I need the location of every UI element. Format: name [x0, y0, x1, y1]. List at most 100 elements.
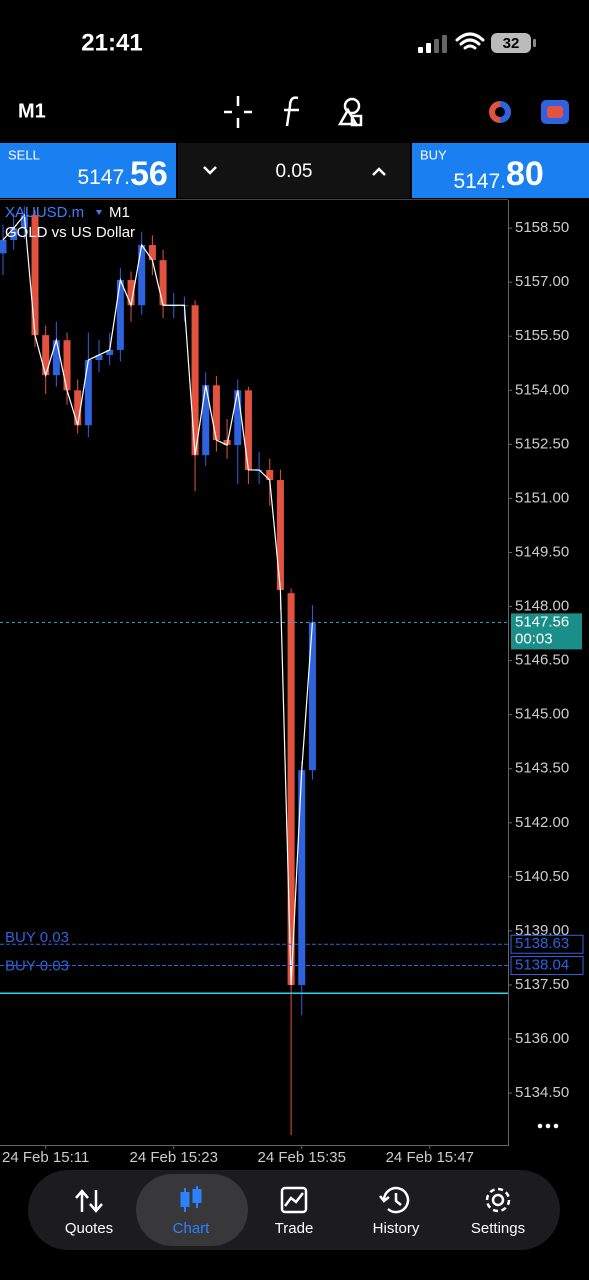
current-timer: 00:03	[515, 630, 553, 647]
chart-icon	[180, 1186, 202, 1212]
settings-icon	[485, 1187, 511, 1213]
x-tick-label: 24 Feb 15:35	[258, 1149, 346, 1166]
indicators-button[interactable]	[284, 96, 299, 127]
candle-body	[212, 385, 220, 441]
current-price-box	[511, 613, 582, 650]
candle-body	[148, 245, 156, 261]
y-tick-label: 5151.00	[515, 489, 569, 506]
order-label: BUY 0.03	[5, 957, 69, 974]
timeframe-button[interactable]: M1	[18, 100, 46, 122]
y-tick-label: 5149.50	[515, 543, 569, 560]
candle-body	[95, 354, 103, 361]
nav-item[interactable]: Trade	[275, 1220, 314, 1237]
y-tick-label: 5143.50	[515, 760, 569, 777]
trade-icon	[280, 1186, 308, 1214]
candle-body	[42, 335, 50, 376]
y-tick-label: 5145.00	[515, 706, 569, 723]
y-tick-label: 5137.50	[515, 976, 569, 993]
y-tick-label: 5148.00	[515, 598, 569, 615]
objects-button[interactable]	[337, 97, 363, 127]
clock: 21:41	[81, 29, 142, 56]
more-button[interactable]	[537, 1123, 559, 1129]
candle-body	[244, 390, 252, 470]
x-tick-label: 24 Feb 15:47	[386, 1149, 474, 1166]
battery-level: 32	[503, 35, 520, 52]
trade-toggle-button[interactable]	[541, 100, 569, 124]
volume[interactable]: 0.05	[276, 161, 313, 182]
order-price: 5138.63	[515, 935, 569, 952]
buy-price-main: 5147.	[453, 170, 506, 193]
volume-panel	[178, 143, 410, 198]
candle-body	[191, 305, 199, 456]
y-tick-label: 5158.50	[515, 219, 569, 236]
candle-body	[52, 340, 60, 376]
sell-label: SELL	[8, 147, 40, 162]
buy-price-big: 80	[506, 155, 544, 193]
volume-down[interactable]	[203, 166, 217, 175]
quotes-icon	[75, 1189, 103, 1213]
x-tick-label: 24 Feb 15:23	[130, 1149, 218, 1166]
chart-timeframe: M1	[109, 204, 130, 221]
buy-label: BUY	[420, 147, 447, 162]
sell-price-main: 5147.	[77, 166, 130, 189]
candle-body	[138, 245, 146, 306]
order-price-box	[510, 934, 584, 954]
y-tick-label: 5140.50	[515, 868, 569, 885]
sell-price: 5147.	[77, 166, 130, 189]
nav-item[interactable]: Chart	[173, 1220, 211, 1237]
candle-body	[298, 770, 306, 985]
candle-body	[31, 215, 39, 336]
candle-body	[266, 469, 274, 481]
current-price: 5147.56	[515, 613, 569, 630]
y-tick-label: 5134.50	[515, 1084, 569, 1101]
nav-item[interactable]: Settings	[471, 1220, 525, 1237]
buy-price: 5147.	[453, 170, 506, 193]
candle-body	[234, 390, 242, 446]
battery	[491, 33, 531, 53]
order-price-box	[510, 956, 584, 976]
y-tick-label: 5152.50	[515, 435, 569, 452]
candle-body	[127, 280, 135, 306]
account-button[interactable]	[489, 101, 511, 123]
y-tick-label: 5157.00	[515, 273, 569, 290]
close-line	[2, 213, 314, 986]
buy-button[interactable]: BUY 5147. 80	[412, 143, 589, 198]
candle-body	[84, 360, 92, 426]
y-tick-label: 5146.50	[515, 652, 569, 669]
candle-body	[74, 390, 82, 426]
order-price: 5138.04	[515, 956, 569, 973]
y-tick-label: 5142.00	[515, 814, 569, 831]
candle-body	[287, 593, 295, 985]
y-tick-label: 5155.50	[515, 327, 569, 344]
chart-subtitle: GOLD vs US Dollar	[5, 224, 135, 241]
nav-items: Quotes Chart Trade History Settings	[65, 1220, 525, 1237]
candle-body	[106, 349, 114, 355]
candle-body	[116, 280, 124, 350]
wifi	[455, 32, 485, 50]
x-tick-label: 24 Feb 15:11	[2, 1149, 89, 1166]
signal	[418, 35, 447, 53]
nav-active	[136, 1174, 248, 1246]
candle-body	[0, 240, 7, 254]
crosshair-button[interactable]	[224, 96, 252, 128]
candle-body	[10, 228, 18, 241]
plot-area: BUY 0.03 BUY 0.03	[0, 206, 508, 1136]
volume-up[interactable]	[372, 167, 386, 176]
symbol-dropdown[interactable]	[96, 210, 102, 215]
candle-body	[308, 622, 316, 771]
candle-body	[202, 385, 210, 456]
history-icon	[379, 1186, 410, 1214]
y-tick-label: 5154.00	[515, 381, 569, 398]
y-tick-label: 5139.00	[515, 922, 569, 939]
chart-symbol: XAUUSD.m	[5, 204, 84, 221]
sell-button[interactable]: SELL 5147. 56	[0, 143, 176, 198]
candle-body	[63, 340, 71, 391]
nav-bar	[28, 1170, 560, 1250]
nav-item[interactable]: History	[373, 1220, 420, 1237]
y-tick-label: 5136.00	[515, 1030, 569, 1047]
candle-body	[276, 480, 284, 590]
nav-item[interactable]: Quotes	[65, 1220, 113, 1237]
order-label: BUY 0.03	[5, 929, 69, 946]
